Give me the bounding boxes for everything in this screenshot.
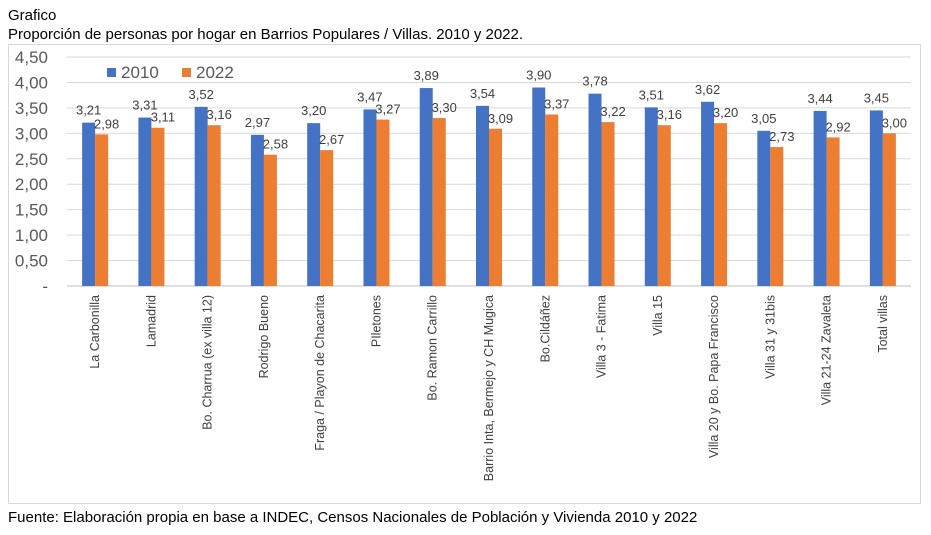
y-tick-label: 3,00 xyxy=(15,124,48,143)
bar-2022 xyxy=(432,118,446,286)
legend-label-2010: 2010 xyxy=(121,63,159,82)
data-label-2010: 3,54 xyxy=(470,86,495,101)
data-label-2022: 3,09 xyxy=(488,111,513,126)
bar-2010 xyxy=(363,109,377,286)
bar-2010 xyxy=(588,93,602,286)
data-label-2010: 3,47 xyxy=(357,89,382,104)
data-label-2010: 3,78 xyxy=(582,74,607,89)
bar-2010 xyxy=(532,87,546,287)
y-tick-label: 3,50 xyxy=(15,99,48,118)
bar-chart: - 0,50 1,00 1,50 2,00 2,50 3,00 3,50 4,00 4,50 3,2… xyxy=(15,48,911,481)
data-label-2010: 3,90 xyxy=(526,68,551,83)
bar-2022 xyxy=(95,134,109,286)
bar-2022 xyxy=(714,123,728,287)
category-label: Total villas xyxy=(876,295,890,353)
y-tick-label: 4,50 xyxy=(15,48,48,67)
data-label-2010: 3,05 xyxy=(751,111,776,126)
bar-2022 xyxy=(882,133,896,286)
data-label-2010: 2,97 xyxy=(245,115,270,130)
category-label: Villa 20 y Bo. Papa Francisco xyxy=(707,295,721,458)
bar-2022 xyxy=(376,119,390,287)
data-label-2010: 3,44 xyxy=(807,91,832,106)
data-label-2022: 2,98 xyxy=(94,116,119,131)
source-note: Fuente: Elaboración propia en base a IND… xyxy=(8,509,698,526)
bar-2010 xyxy=(757,130,771,286)
category-label: Bo. Ramon Carrillo xyxy=(426,295,440,401)
chart-area: - 0,50 1,00 1,50 2,00 2,50 3,00 3,50 4,00 4,50 3,2… xyxy=(8,44,921,504)
category-label: Villa 21-24 Zavaleta xyxy=(820,295,834,405)
data-label-2022: 3,30 xyxy=(432,100,457,115)
category-label: Bo. Charrua (ex villa 12) xyxy=(201,295,215,430)
bar-2010 xyxy=(194,106,208,286)
category-label: Villa 31 y 31bis xyxy=(763,295,777,379)
data-label-2022: 3,20 xyxy=(713,105,738,120)
bar-2010 xyxy=(813,110,827,286)
data-label-2010: 3,21 xyxy=(76,103,101,118)
y-tick-label: 1,50 xyxy=(15,201,48,220)
bar-2022 xyxy=(489,128,502,286)
data-label-2010: 3,62 xyxy=(695,82,720,97)
bar-2022 xyxy=(770,147,784,286)
data-label-2022: 3,16 xyxy=(207,107,232,122)
data-label-2022: 3,37 xyxy=(544,97,569,112)
bar-2022 xyxy=(657,125,671,287)
y-tick-label: 1,00 xyxy=(15,226,48,245)
data-label-2022: 2,58 xyxy=(263,137,288,152)
legend-swatch-2022 xyxy=(182,68,191,77)
data-label-2022: 2,67 xyxy=(319,132,344,147)
category-label: Rodrigo Bueno xyxy=(257,295,271,378)
data-label-2022: 3,27 xyxy=(375,102,400,117)
data-label-2010: 3,45 xyxy=(864,90,889,105)
y-tick-label: 0,50 xyxy=(15,252,48,271)
data-label-2022: 3,22 xyxy=(600,104,625,119)
bar-2010 xyxy=(476,105,489,286)
bar-2010 xyxy=(644,107,658,286)
data-label-2010: 3,31 xyxy=(132,98,157,113)
bar-2010 xyxy=(419,88,433,286)
category-label: Villa 3 - Fatima xyxy=(595,295,609,378)
bar-2010 xyxy=(701,101,715,286)
data-label-2022: 3,00 xyxy=(882,115,907,130)
category-label: Bo.Cildáñez xyxy=(538,295,552,362)
category-label: Fraga / Playon de Chacarita xyxy=(313,295,327,451)
y-tick-label: 2,50 xyxy=(15,150,48,169)
data-label-2022: 2,92 xyxy=(825,119,850,134)
bar-2010 xyxy=(82,122,96,286)
legend-label-2022: 2022 xyxy=(196,63,234,82)
category-label: Villa 15 xyxy=(651,295,665,336)
y-tick-label: 4,00 xyxy=(15,73,48,92)
bar-2022 xyxy=(263,154,277,286)
category-label: PIletones xyxy=(369,295,383,347)
bar-2010 xyxy=(250,134,264,286)
bar-2022 xyxy=(151,127,165,286)
category-label: La Carbonilla xyxy=(88,295,102,369)
bar-2022 xyxy=(320,150,334,286)
data-label-2022: 3,11 xyxy=(151,110,175,125)
category-label: Lamadrid xyxy=(144,295,158,347)
y-tick-label: 2,00 xyxy=(15,175,48,194)
legend-swatch-2010 xyxy=(107,68,116,77)
bar-2022 xyxy=(601,122,615,286)
bar-2010 xyxy=(138,117,152,287)
bar-2010 xyxy=(869,110,883,286)
data-label-2010: 3,89 xyxy=(414,68,439,83)
data-label-2022: 2,73 xyxy=(769,129,794,144)
chart-label: Grafico xyxy=(8,7,57,24)
data-label-2022: 3,16 xyxy=(657,107,682,122)
y-tick-label: - xyxy=(42,277,48,296)
bar-2010 xyxy=(307,123,321,287)
chart-title: Proporción de personas por hogar en Barr… xyxy=(8,26,524,43)
data-label-2010: 3,52 xyxy=(189,87,214,102)
data-label-2010: 3,51 xyxy=(639,87,664,102)
bar-2022 xyxy=(826,137,840,286)
category-label: Barrio Inta, Bermejo y CH Mugica xyxy=(482,295,496,481)
data-label-2010: 3,20 xyxy=(301,103,326,118)
bar-2022 xyxy=(207,125,221,287)
bar-2022 xyxy=(545,114,559,286)
